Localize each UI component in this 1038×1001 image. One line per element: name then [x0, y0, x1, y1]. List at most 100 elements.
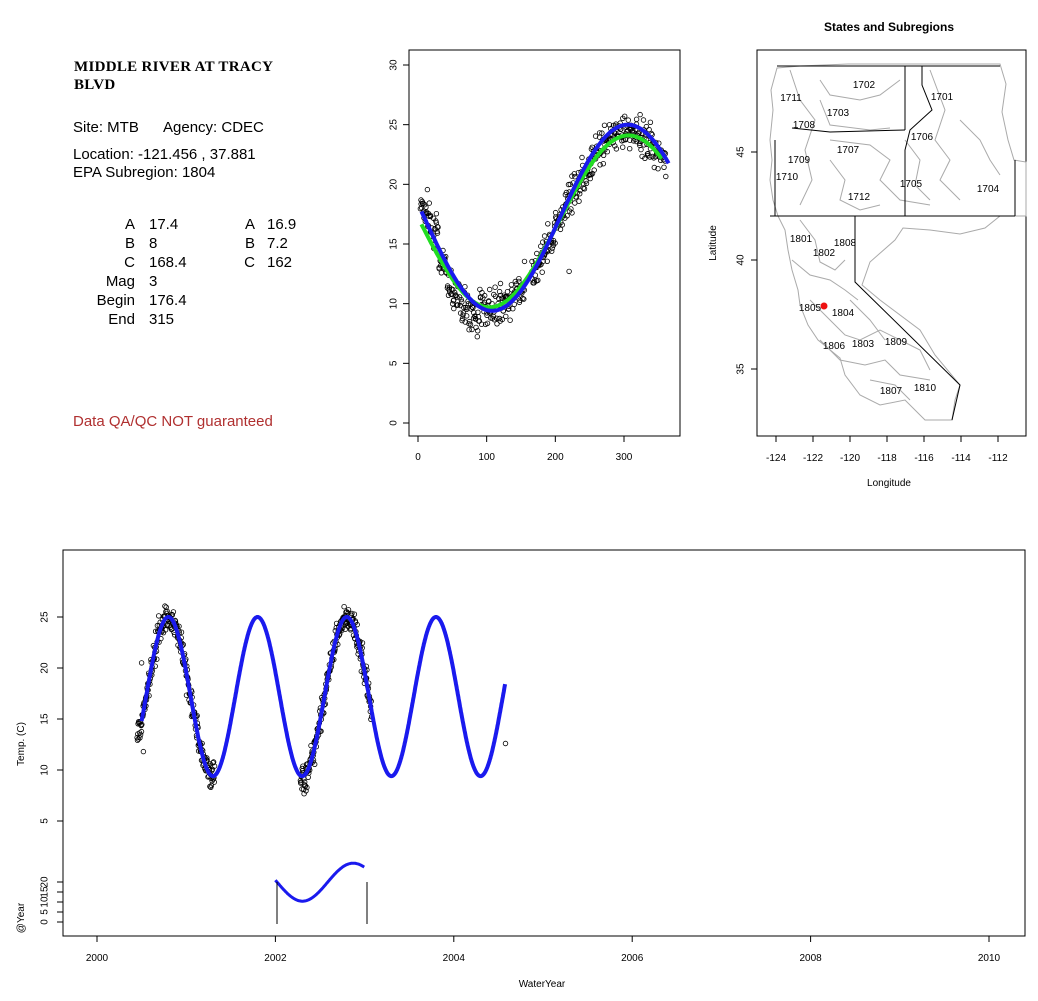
- y-tick-label: 15: [40, 713, 51, 725]
- data-point: [630, 138, 637, 144]
- data-point: [170, 609, 177, 615]
- data-point: [420, 200, 426, 206]
- data-point: [464, 313, 470, 319]
- data-point: [298, 779, 304, 785]
- data-point: [138, 728, 145, 735]
- data-point: [521, 296, 527, 302]
- data-point: [433, 210, 440, 217]
- y-tick-label: 20: [40, 662, 51, 674]
- data-point: [459, 299, 465, 305]
- data-point: [508, 282, 515, 288]
- data-point: [424, 186, 431, 193]
- data-point: [577, 190, 583, 197]
- param-key: Mag: [105, 273, 135, 290]
- data-point: [627, 145, 633, 152]
- disclaimer: Data QA/QC NOT guaranteed: [73, 413, 273, 430]
- data-point: [494, 315, 500, 321]
- x-tick-label: -118: [877, 453, 897, 464]
- data-point: [649, 153, 656, 160]
- param-row: Mag 3: [60, 273, 320, 292]
- param-key: B: [124, 235, 135, 252]
- data-point: [341, 604, 347, 610]
- info-panel: MIDDLE RIVER AT TRACY BLVD Site: MTB Age…: [60, 56, 360, 446]
- data-point: [552, 209, 559, 216]
- year-subplot-curve: [274, 861, 365, 903]
- data-point: [451, 297, 457, 303]
- param-value: 3: [149, 273, 158, 290]
- region-label: 1702: [853, 80, 876, 91]
- x-tick-label: -124: [766, 453, 786, 464]
- data-point: [211, 779, 217, 785]
- x-tick-label: 200: [547, 452, 564, 463]
- annual-x-ticks: 0 100 200 300: [415, 436, 633, 463]
- data-point: [426, 200, 432, 206]
- region-label: 1803: [852, 339, 875, 350]
- data-point: [469, 326, 475, 333]
- map-x-ticks: -124 -122 -120 -118 -116 -114 -112: [766, 436, 1008, 464]
- x-tick-label: 2010: [978, 953, 1001, 964]
- data-point: [304, 784, 310, 791]
- x-tick-label: 2002: [264, 953, 287, 964]
- data-point: [552, 240, 558, 246]
- timeseries-frame: [62, 549, 1026, 937]
- x-tick-label: 300: [616, 452, 633, 463]
- region-label: 1704: [977, 184, 1000, 195]
- param-row: C 168.4 C 162: [60, 254, 320, 273]
- data-point: [597, 162, 603, 168]
- data-point: [647, 154, 653, 160]
- x-tick-label: -122: [803, 453, 823, 464]
- y2-tick-label: 15: [40, 886, 51, 898]
- map-region-lines: [769, 63, 1027, 421]
- data-point: [661, 164, 667, 170]
- station-title-line2: BLVD: [74, 77, 116, 93]
- data-point: [137, 735, 143, 741]
- data-point: [637, 111, 643, 118]
- region-label: 1708: [793, 120, 816, 131]
- data-point: [588, 171, 594, 178]
- subregion-label: EPA Subregion: 1804: [73, 164, 216, 181]
- map-region-labels: 1701 1702 1703 1704 1705 1706 1707 1708 1709 1710…: [776, 80, 1000, 397]
- data-point: [521, 258, 528, 265]
- data-point: [655, 165, 661, 172]
- data-point: [520, 295, 526, 302]
- data-point: [600, 152, 607, 158]
- data-point: [435, 224, 441, 230]
- map-ylabel: Latitude: [708, 225, 719, 261]
- data-point: [434, 223, 441, 230]
- data-point: [484, 320, 491, 326]
- data-point: [633, 116, 640, 122]
- data-point: [573, 194, 580, 200]
- data-point: [599, 130, 605, 136]
- data-point: [460, 312, 466, 318]
- region-label: 1809: [885, 337, 908, 348]
- region-label: 1804: [832, 308, 855, 319]
- data-point: [516, 276, 522, 282]
- param-value: 315: [149, 311, 175, 328]
- data-point: [535, 277, 541, 283]
- region-label: 1806: [823, 341, 846, 352]
- timeseries-xlabel: WaterYear: [519, 979, 566, 990]
- data-point: [494, 321, 500, 327]
- param-value-2: 16.9: [267, 216, 297, 233]
- site-label: Site: MTB: [73, 119, 139, 136]
- param-value-2: 7.2: [267, 235, 288, 252]
- region-map: States and Subregions: [708, 20, 1027, 489]
- y2-tick-label: 20: [40, 876, 51, 888]
- year-subplot-ylabel: @Year: [16, 902, 27, 933]
- data-point: [302, 783, 309, 789]
- data-point: [475, 328, 481, 334]
- param-row: Begin 176.4: [60, 292, 320, 311]
- data-point: [137, 732, 144, 738]
- annual-fit-blue: [419, 122, 671, 313]
- param-row: End 315: [60, 311, 320, 330]
- x-tick-label: 0: [415, 452, 421, 463]
- data-point: [544, 258, 550, 264]
- data-point: [604, 148, 610, 155]
- x-tick-label: -116: [914, 453, 934, 464]
- map-xlabel: Longitude: [867, 478, 911, 489]
- location-label: Location: -121.456 , 37.881: [73, 146, 256, 163]
- data-point: [466, 327, 472, 333]
- data-point: [207, 783, 213, 790]
- data-point: [467, 321, 474, 328]
